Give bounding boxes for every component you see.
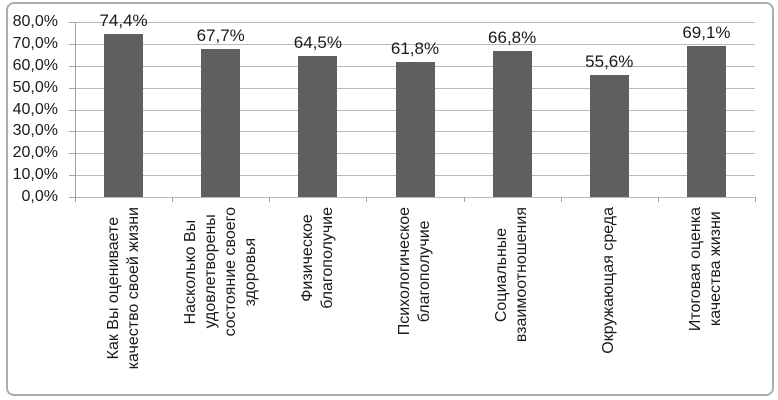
x-axis-tick: [463, 197, 465, 202]
x-axis-tick: [366, 197, 368, 202]
bar-value-label: 61,8%: [390, 38, 440, 58]
gridline: [75, 43, 755, 45]
y-axis-tick: [69, 22, 75, 23]
y-axis-tick: [69, 43, 75, 45]
category-label-cell: Окружающая среда: [561, 207, 658, 393]
category-label-cell: Социальные взаимоотношения: [464, 207, 561, 393]
category-label-cell: Как Вы оцениваете качество своей жизни: [75, 207, 172, 393]
category-label: Окружающая среда: [600, 207, 618, 354]
category-label-cell: Насколько Вы удовлетворены состояние сво…: [172, 207, 269, 393]
bar-value-label: 67,7%: [196, 25, 245, 45]
y-axis-tick-label: 70,0%: [12, 34, 58, 52]
y-axis-tick: [69, 65, 75, 67]
category-label: Социальные взаимоотношения: [493, 207, 531, 343]
bar: [298, 55, 338, 197]
x-axis-tick: [560, 197, 562, 202]
category-label: Психологическое благополучие: [395, 207, 433, 336]
bar: [395, 61, 435, 197]
x-axis-tick: [657, 197, 659, 202]
category-label: Физическое благополучие: [298, 207, 336, 309]
bar: [104, 34, 144, 197]
x-axis-tick: [172, 197, 174, 202]
bar: [492, 50, 532, 197]
bar: [201, 48, 241, 197]
bar-value-label: 66,8%: [488, 27, 537, 47]
y-axis-tick-label: 50,0%: [12, 78, 58, 96]
category-label-cell: Физическое благополучие: [269, 207, 366, 393]
y-axis-tick-label: 60,0%: [12, 56, 58, 74]
category-label-cell: Итоговая оценка качества жизни: [658, 207, 755, 393]
y-axis-tick-label: 30,0%: [12, 122, 58, 140]
y-axis-line: [75, 22, 76, 202]
gridline: [75, 22, 755, 23]
y-axis-tick: [69, 131, 75, 133]
bar-value-label: 64,5%: [293, 32, 342, 52]
y-axis-tick: [69, 175, 75, 177]
y-axis-tick-label: 0,0%: [21, 188, 58, 205]
y-axis-tick: [69, 197, 75, 198]
x-axis-tick: [269, 197, 271, 202]
y-axis-tick-label: 10,0%: [12, 166, 58, 184]
bar-value-label: 74,4%: [99, 11, 148, 31]
y-axis-tick-label: 40,0%: [12, 100, 58, 118]
bar-value-label: 55,6%: [585, 52, 634, 72]
bar: [686, 45, 726, 197]
bar: [589, 75, 629, 197]
category-label: Как Вы оцениваете качество своей жизни: [104, 207, 142, 370]
y-axis-tick-label: 20,0%: [12, 144, 58, 162]
y-axis-tick: [69, 87, 75, 89]
category-label: Насколько Вы удовлетворены состояние сво…: [181, 207, 259, 337]
gridline: [75, 197, 755, 198]
y-axis-tick: [69, 153, 75, 155]
x-axis-tick: [755, 197, 756, 202]
bar-value-label: 69,1%: [682, 22, 731, 42]
category-label-cell: Психологическое благополучие: [366, 207, 463, 393]
x-axis-tick: [75, 197, 76, 202]
y-axis-tick-label: 80,0%: [12, 13, 58, 30]
category-label: Итоговая оценка качества жизни: [687, 207, 725, 332]
y-axis-tick: [69, 109, 75, 111]
